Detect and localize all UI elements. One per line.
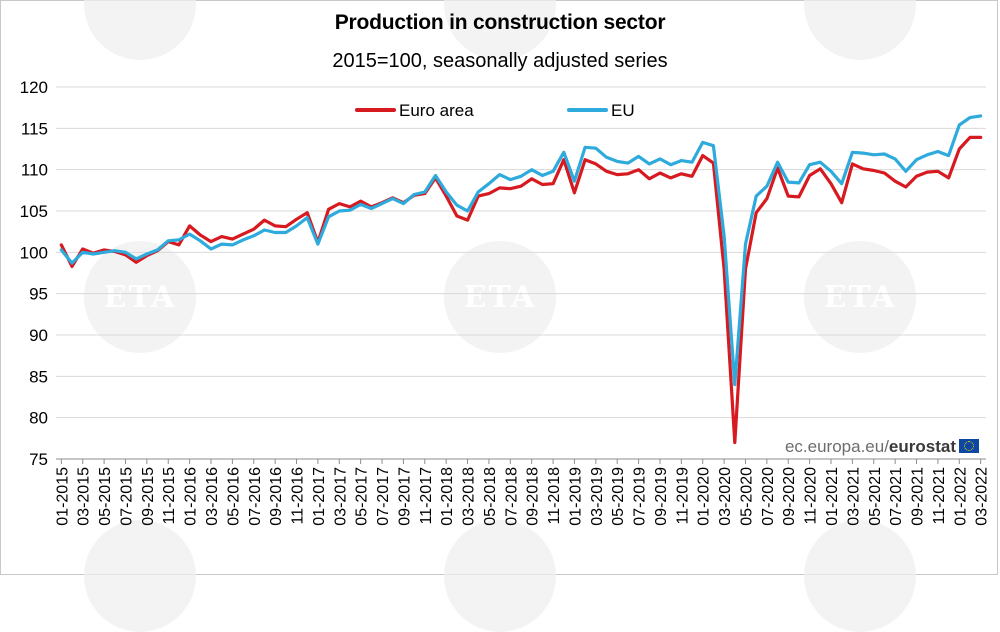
x-tick-label: 07-2020 <box>760 467 777 526</box>
legend-label-euro-area: Euro area <box>399 101 474 120</box>
x-tick-label: 11-2016 <box>290 467 307 525</box>
x-tick-label: 01-2017 <box>311 467 328 526</box>
legend-label-eu: EU <box>611 101 635 120</box>
x-tick-label: 07-2021 <box>888 467 905 526</box>
y-tick-label: 100 <box>20 243 48 262</box>
x-tick-label: 05-2018 <box>482 467 499 526</box>
x-tick-label: 03-2018 <box>461 467 478 526</box>
y-tick-label: 120 <box>20 78 48 97</box>
y-tick-label: 105 <box>20 202 48 221</box>
x-tick-label: 05-2017 <box>354 467 371 526</box>
y-tick-label: 110 <box>21 161 48 180</box>
y-tick-label: 90 <box>29 326 48 345</box>
x-tick-label: 09-2018 <box>525 467 542 526</box>
x-tick-label: 09-2019 <box>653 467 670 526</box>
y-tick-label: 80 <box>29 409 48 428</box>
x-tick-label: 11-2021 <box>931 467 948 525</box>
x-tick-label: 01-2020 <box>696 467 713 526</box>
x-tick-label: 09-2021 <box>910 467 927 526</box>
watermark-logo: ETA <box>804 241 916 353</box>
x-tick-label: 03-2020 <box>717 467 734 526</box>
x-tick-label: 03-2017 <box>332 467 349 526</box>
series-line-euro-area <box>59 135 983 445</box>
x-tick-label: 11-2019 <box>674 467 691 525</box>
x-tick-label: 11-2020 <box>803 467 820 525</box>
x-tick-label: 07-2017 <box>375 467 392 526</box>
x-tick-label: 01-2018 <box>439 467 456 526</box>
x-tick-label: 05-2015 <box>97 467 114 526</box>
x-tick-label: 01-2015 <box>54 467 71 526</box>
series-line-eu <box>59 114 983 387</box>
x-tick-label: 11-2015 <box>161 467 178 525</box>
chart-title: Production in construction sector <box>334 11 666 34</box>
source-credit: ec.europa.eu/eurostat <box>785 437 979 457</box>
x-tick-label: 05-2021 <box>867 467 884 526</box>
x-tick-label: 05-2016 <box>225 467 242 526</box>
y-tick-label: 115 <box>21 119 48 138</box>
x-tick-label: 05-2019 <box>610 467 627 526</box>
source-site: ec.europa.eu/ <box>784 437 889 456</box>
x-tick-label: 01-2022 <box>952 467 969 526</box>
x-tick-label: 09-2016 <box>268 467 285 526</box>
x-tick-label: 09-2017 <box>396 467 413 526</box>
x-tick-label: 03-2021 <box>845 467 862 526</box>
x-tick-label: 09-2015 <box>140 467 157 526</box>
x-tick-label: 03-2016 <box>204 467 221 526</box>
x-tick-label: 05-2020 <box>738 467 755 526</box>
x-tick-label: 11-2018 <box>546 467 563 525</box>
x-tick-label: 03-2019 <box>589 467 606 526</box>
y-tick-label: 85 <box>29 367 48 386</box>
x-tick-label: 07-2015 <box>118 467 135 526</box>
x-tick-label: 01-2019 <box>567 467 584 526</box>
x-tick-label: 01-2016 <box>183 467 200 526</box>
chart-subtitle: 2015=100, seasonally adjusted series <box>332 50 668 72</box>
x-tick-label: 01-2021 <box>824 467 841 526</box>
x-tick-label: 09-2020 <box>781 467 798 526</box>
x-tick-label: 03-2015 <box>76 467 93 526</box>
x-tick-label: 07-2016 <box>247 467 264 526</box>
eu-flag-icon <box>959 439 979 453</box>
x-tick-label: 07-2019 <box>632 467 649 526</box>
x-tick-label: 03-2022 <box>974 467 991 526</box>
y-tick-label: 75 <box>29 450 48 469</box>
source-brand: eurostat <box>888 437 956 456</box>
x-tick-label: 07-2018 <box>503 467 520 526</box>
y-tick-label: 95 <box>29 285 48 304</box>
x-tick-label: 11-2017 <box>418 467 435 525</box>
watermark-logo: ETA <box>444 241 556 353</box>
